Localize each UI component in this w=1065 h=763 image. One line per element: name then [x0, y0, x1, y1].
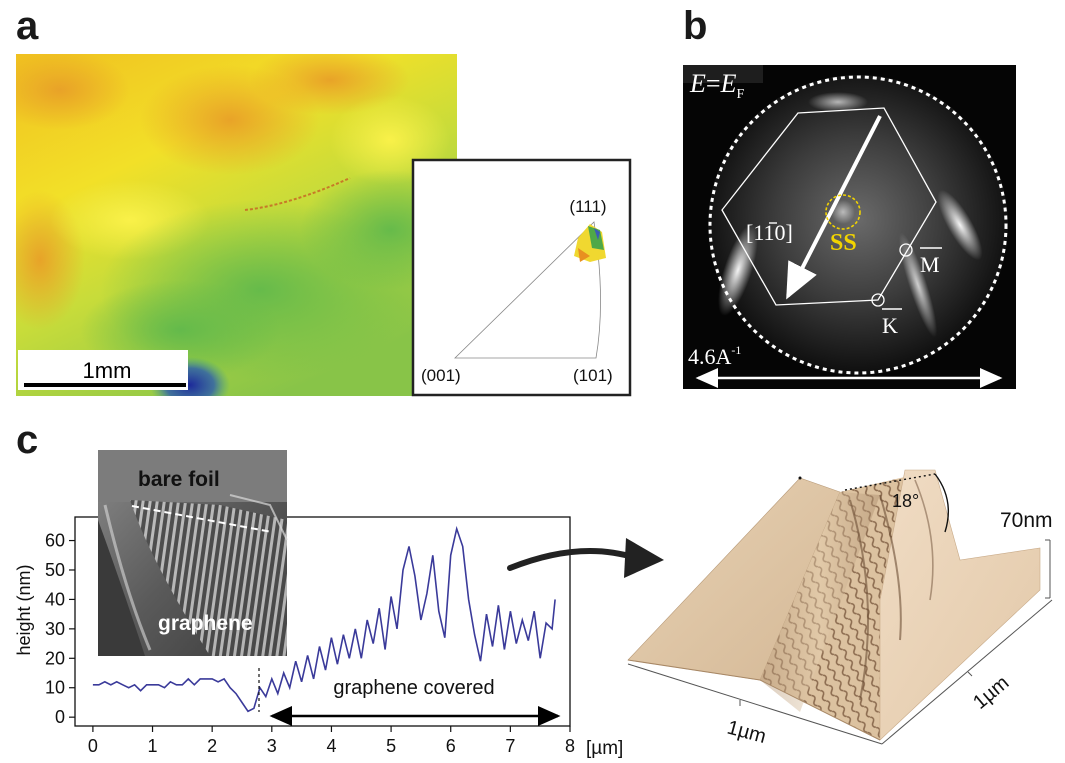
ipf-label-101: (101) — [573, 366, 613, 385]
direction-label: [110] — [746, 220, 793, 245]
bare-foil-label: bare foil — [138, 468, 220, 491]
x-tick-label: 5 — [386, 736, 396, 756]
brillouin-hexagon — [721, 107, 937, 306]
chart-ticks: 0 1 2 3 4 5 6 7 8 0 10 20 30 40 50 60 — [45, 531, 575, 756]
y-tick-label: 50 — [45, 560, 65, 580]
panel-letter-b: b — [683, 4, 708, 48]
k-point-marker — [871, 293, 885, 307]
covered-label: graphene covered — [333, 677, 494, 699]
x-tick-label: 2 — [207, 736, 217, 756]
y-tick-label: 0 — [55, 707, 65, 727]
energy-label: E=EF — [689, 69, 744, 102]
ipf-label-111: (111) — [569, 197, 606, 216]
ss-marker — [825, 194, 861, 230]
panel-letter-c: c — [16, 418, 39, 462]
angle-dotted-line — [844, 473, 936, 491]
afm-y-label: 1µm — [969, 672, 1013, 714]
afm-3d-surface: 18° 70nm 1µm 1µm — [627, 469, 1053, 748]
scale-bar-label: 1mm — [83, 358, 132, 383]
ipf-label-001: (001) — [421, 366, 461, 385]
x-axis-unit: [µm] — [586, 738, 623, 759]
scale-bar: 1mm — [18, 350, 188, 390]
boundary-dash-line — [131, 505, 273, 533]
ipf-inset: (111) (001) (101) — [411, 158, 632, 397]
chart-frame — [74, 516, 571, 727]
y-tick-label: 40 — [45, 589, 65, 609]
afm-x-label: 1µm — [725, 717, 769, 748]
curved-arrow — [507, 547, 639, 571]
y-tick-label: 20 — [45, 648, 65, 668]
stm-inset: bare foil graphene — [98, 450, 288, 656]
m-label: M — [920, 252, 940, 277]
x-tick-label: 1 — [148, 736, 158, 756]
afm-angle-label: 18° — [892, 491, 919, 511]
momentum-scale-label: 4.6A-1 — [688, 343, 741, 369]
angle-arc — [934, 473, 949, 533]
x-tick-label: 4 — [326, 736, 336, 756]
ss-label: SS — [830, 230, 857, 256]
k-label: K — [882, 313, 898, 338]
x-tick-label: 8 — [565, 736, 575, 756]
graphene-label: graphene — [158, 612, 253, 635]
m-point-marker — [899, 243, 913, 257]
x-tick-label: 0 — [88, 736, 98, 756]
panel-letter-a: a — [16, 4, 39, 48]
y-tick-label: 30 — [45, 619, 65, 639]
curved-arrow-head — [624, 538, 664, 578]
afm-height-label: 70nm — [1000, 509, 1053, 532]
direction-arrow — [786, 115, 882, 300]
profile-line — [92, 525, 556, 713]
y-tick-label: 10 — [45, 678, 65, 698]
y-tick-label: 60 — [45, 531, 65, 551]
x-tick-label: 3 — [267, 736, 277, 756]
leed-pattern — [683, 65, 1016, 389]
x-tick-label: 6 — [446, 736, 456, 756]
y-axis-label: height (nm) — [14, 564, 34, 655]
x-tick-label: 7 — [505, 736, 515, 756]
